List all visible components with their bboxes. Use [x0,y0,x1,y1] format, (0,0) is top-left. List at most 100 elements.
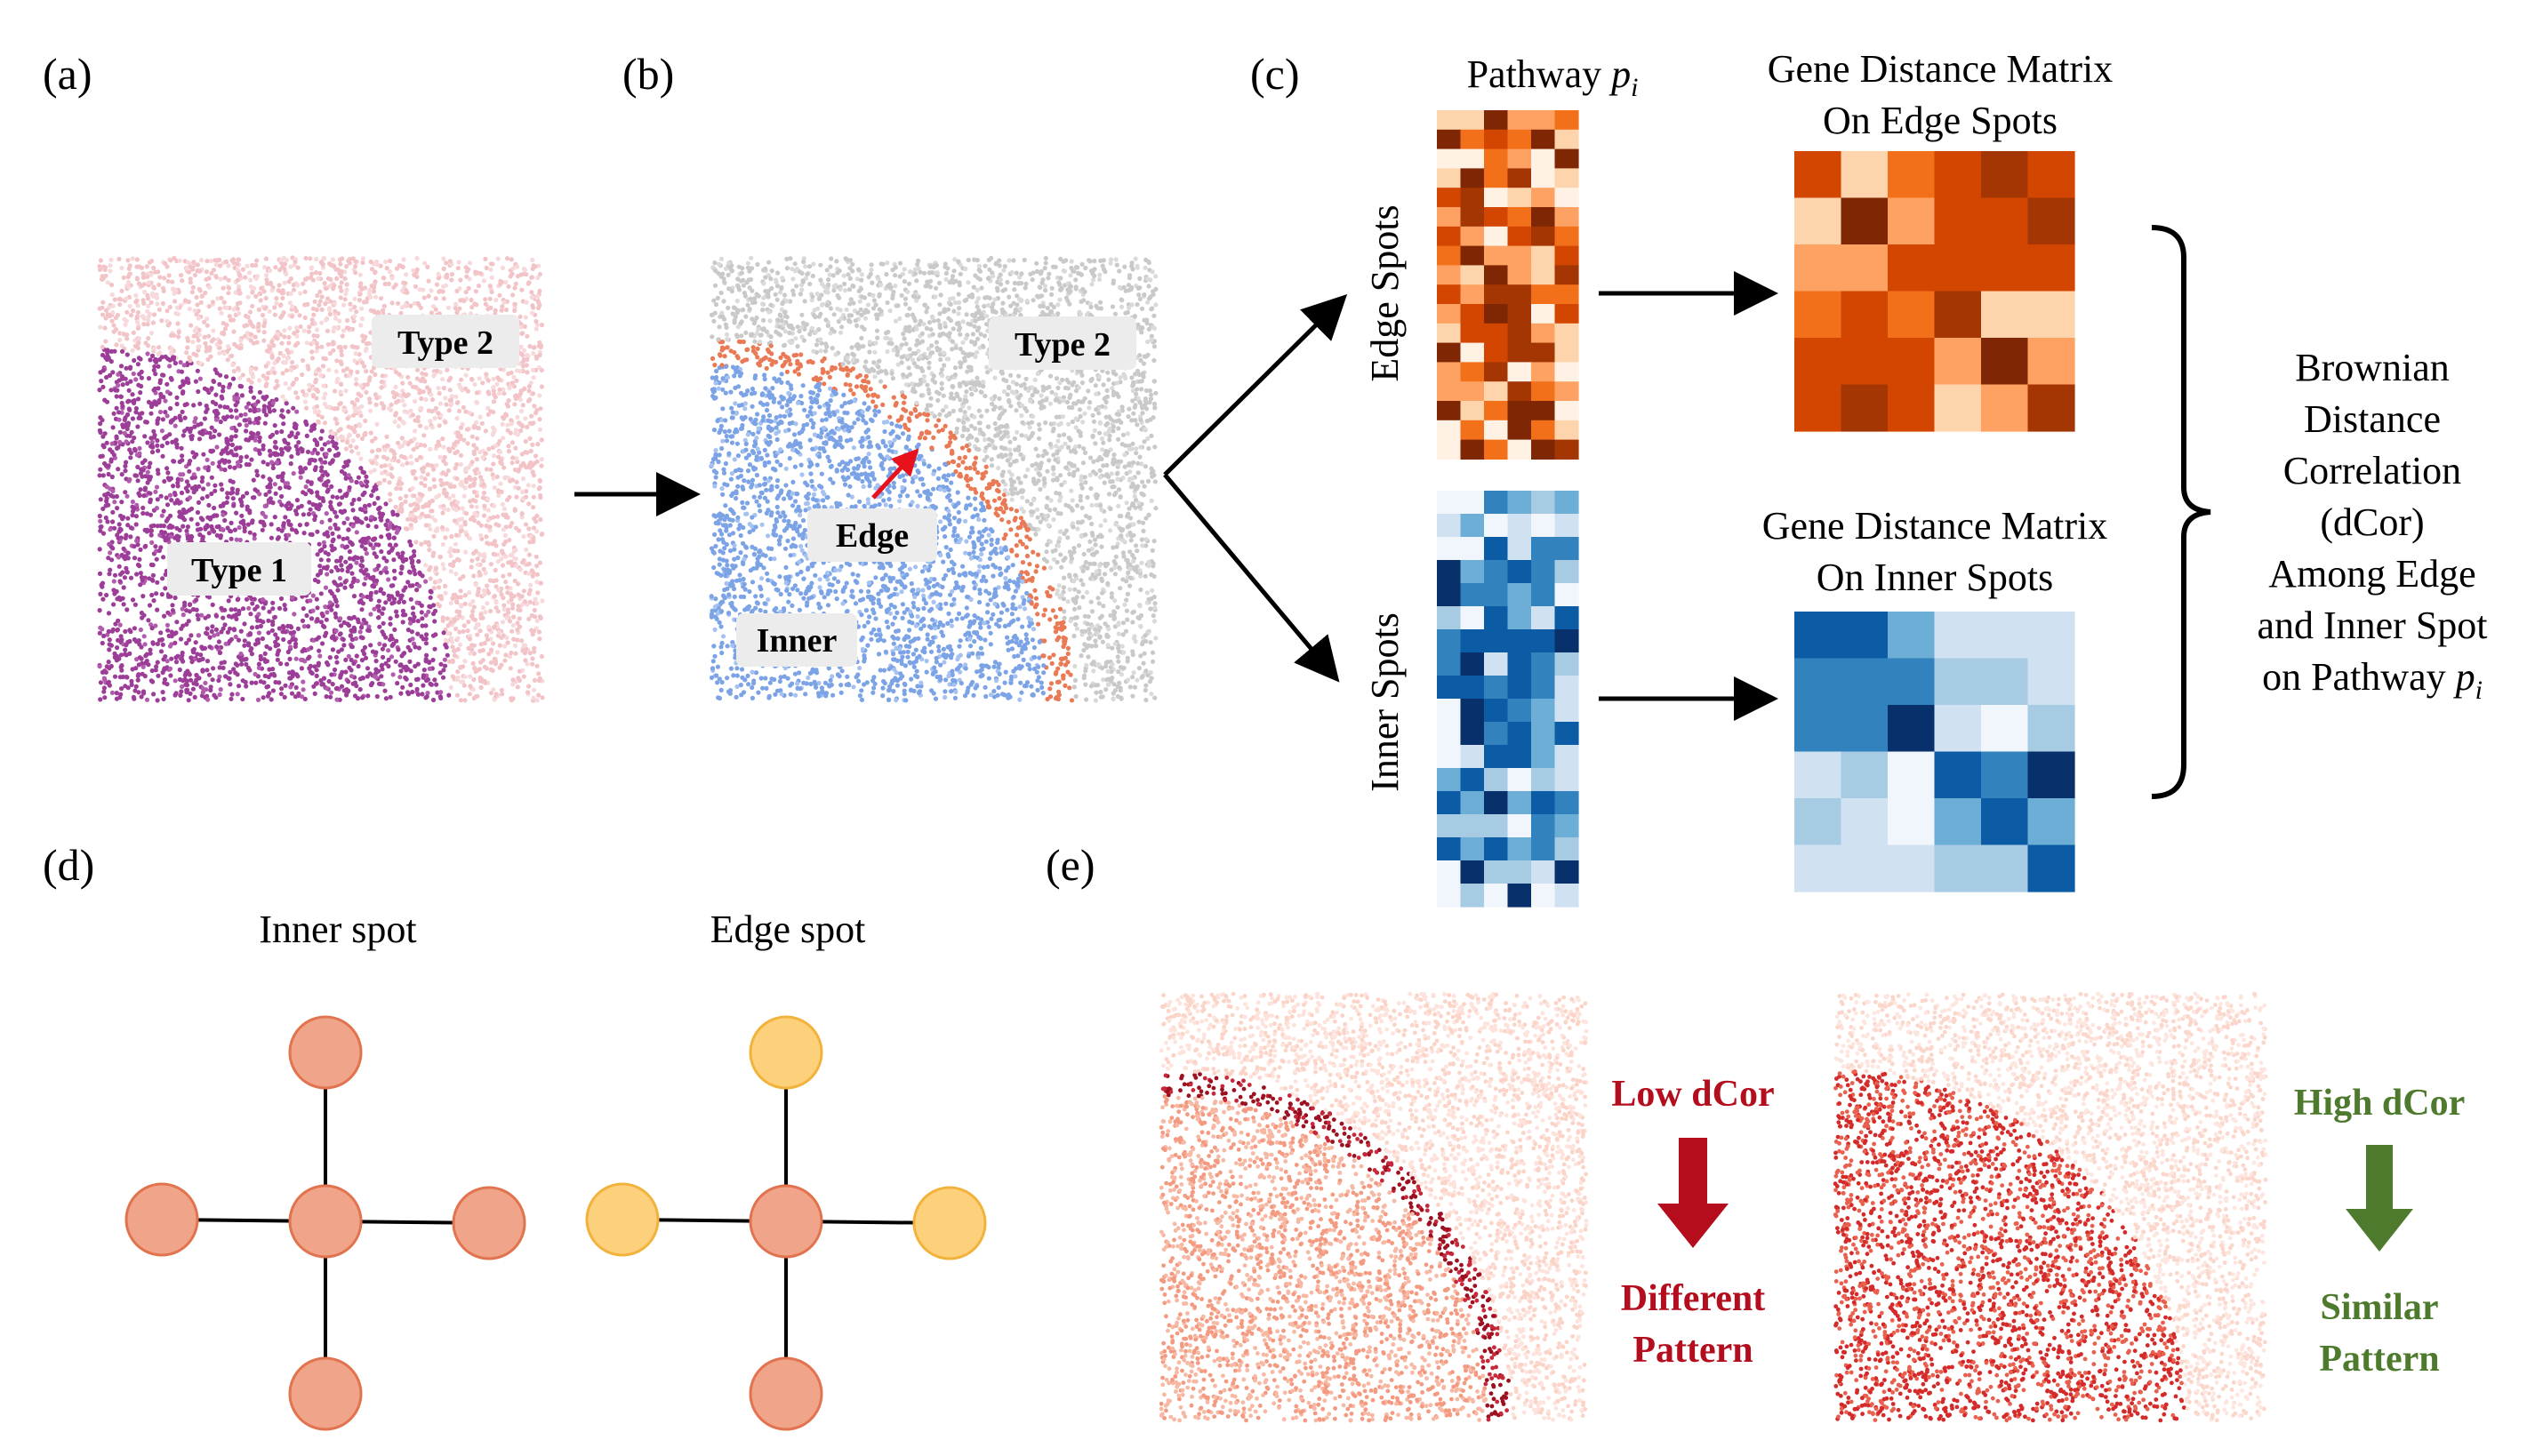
scatter-point [490,261,495,267]
scatter-point [333,452,338,458]
scatter-point [469,564,474,570]
scatter-point [521,588,527,594]
scatter-point [132,446,138,452]
scatter-point [538,406,543,412]
scatter-point [473,289,479,294]
scatter-point [237,311,242,316]
scatter-point [318,372,324,379]
scatter-point [462,593,468,598]
scatter-point [134,264,140,269]
scatter-point [428,681,433,686]
scatter-point [357,298,362,303]
scatter-point [140,510,146,516]
scatter-point [474,493,480,499]
scatter-point [319,294,325,300]
scatter-point [350,256,356,261]
scatter-point [445,367,450,372]
scatter-point [534,663,540,668]
scatter-point [117,296,123,301]
panel-c-label: (c) [1250,49,1300,99]
scatter-point [494,381,500,387]
scatter-point [180,390,186,396]
scatter-point [453,461,460,468]
scatter-point [269,355,275,360]
scatter-point [164,502,171,508]
scatter-point [357,629,363,635]
scatter-point [444,275,450,280]
scatter-point [237,345,242,351]
scatter-point [520,403,525,408]
scatter-point [297,523,302,528]
scatter-point [373,567,378,572]
scatter-point [156,673,161,678]
scatter-point [484,633,490,638]
scatter-point [387,462,392,468]
scatter-point [213,695,219,700]
scatter-point [339,280,344,285]
scatter-point [520,489,525,495]
scatter-point [125,550,131,556]
scatter-point [119,686,124,692]
scatter-point [421,668,427,673]
scatter-point [312,577,317,583]
scatter-point [360,594,365,599]
scatter-point [365,666,371,671]
scatter-point [118,634,124,639]
scatter-point [230,496,236,501]
scatter-point [275,383,280,388]
scatter-point [293,444,299,449]
scatter-point [380,611,385,616]
scatter-point [357,518,363,524]
scatter-point [472,381,477,388]
scatter-point [325,341,331,348]
scatter-point [195,522,200,527]
scatter-point [336,534,341,540]
scatter-point [524,494,529,500]
scatter-point [289,503,294,508]
scatter-point [274,300,279,306]
scatter-point [423,632,429,637]
scatter-point [368,643,373,648]
scatter-point [359,316,365,322]
scatter-point [314,505,319,511]
scatter-point [108,388,114,393]
scatter-point [293,390,299,396]
scatter-point [532,404,537,409]
scatter-point [224,440,229,445]
scatter-point [518,408,525,414]
scatter-point [346,688,351,693]
scatter-point [140,594,146,599]
scatter-point [162,613,167,619]
scatter-point [368,590,373,596]
scatter-point [112,674,118,679]
scatter-point [449,534,454,540]
scatter-point [317,653,323,659]
scatter-point [481,588,487,594]
scatter-point [196,348,201,353]
scatter-point [362,285,367,291]
scatter-point [247,309,253,315]
scatter-point [388,498,393,503]
scatter-point [291,471,296,476]
scatter-point [169,377,174,382]
scatter-point [185,335,190,340]
scatter-point [349,674,355,679]
scatter-point [256,324,261,329]
scatter-point [529,310,535,316]
scatter-point [155,698,160,703]
scatter-point [524,363,529,368]
scatter-point [151,347,156,352]
scatter-point [373,659,379,664]
scatter-point [434,682,439,687]
scatter-point [347,484,352,491]
scatter-point [323,469,328,475]
scatter-point [381,454,387,460]
scatter-point [530,656,535,661]
scatter-point [288,684,293,690]
scatter-point [100,531,107,536]
scatter-point [486,652,492,657]
scatter-point [229,414,235,420]
scatter-point [109,292,115,298]
scatter-point [397,675,403,680]
scatter-point [100,344,105,350]
